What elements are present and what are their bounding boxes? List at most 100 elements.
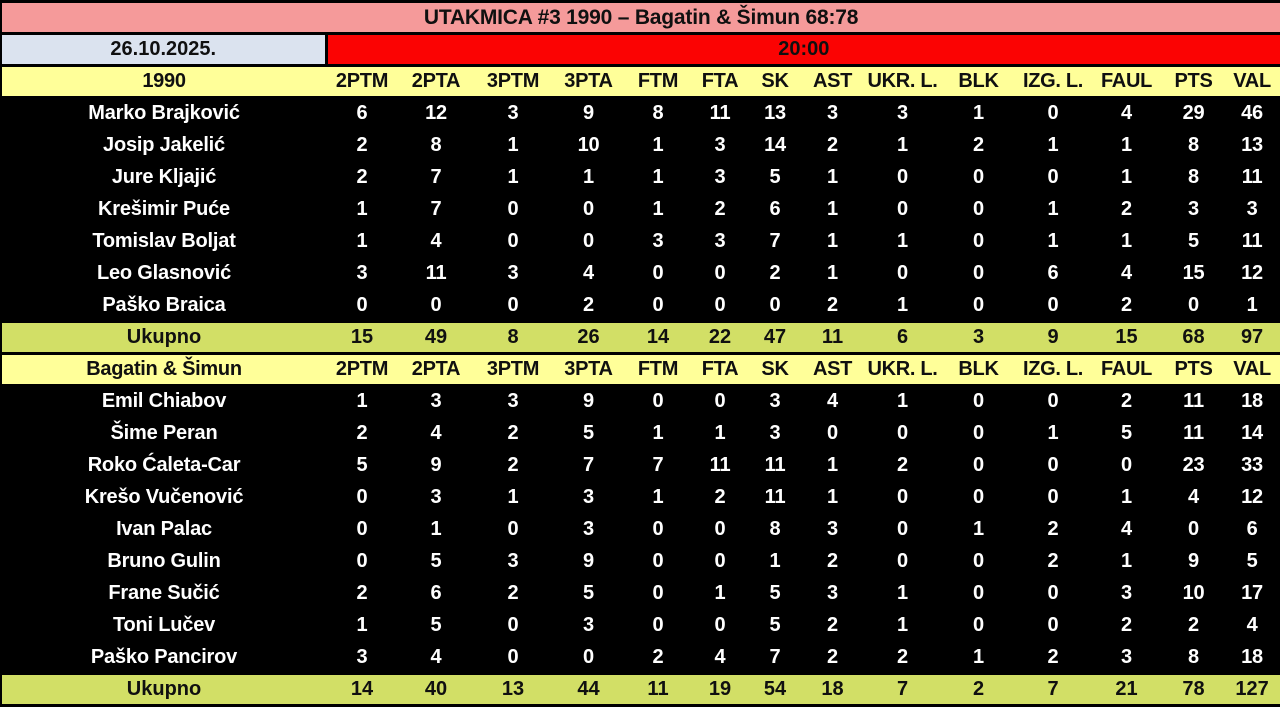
player-name: Krešo Vučenović: [1, 480, 326, 515]
stat-value: 5: [1224, 544, 1280, 579]
player-name: Roko Ćaleta-Car: [1, 448, 326, 483]
player-row: Toni Lučev 1 5 0 3 0 0 5 2 1 0 0 2 2 4: [1, 608, 1280, 643]
stat-value: 0: [625, 288, 691, 323]
stat-value: 0: [864, 256, 941, 291]
stat-value: 2: [474, 576, 552, 611]
stat-value: 11: [691, 448, 749, 483]
player-name: Jure Kljajić: [1, 160, 326, 195]
column-header: 3PTA: [552, 64, 625, 99]
stat-value: 9: [552, 544, 625, 579]
team-name: 1990: [1, 64, 326, 99]
stat-value: 3: [691, 224, 749, 259]
stat-value: 4: [801, 384, 864, 419]
stat-value: 5: [552, 416, 625, 451]
stat-value: 7: [552, 448, 625, 483]
stat-value: 1: [749, 544, 801, 579]
stat-value: 3: [552, 512, 625, 547]
column-header: AST: [801, 352, 864, 387]
team-name: Bagatin & Šimun: [1, 352, 326, 387]
player-name: Ivan Palac: [1, 512, 326, 547]
stat-value: 0: [1016, 160, 1090, 195]
column-header: FTM: [625, 64, 691, 99]
stat-value: 0: [941, 608, 1016, 643]
total-value: 11: [801, 320, 864, 355]
stat-value: 0: [625, 384, 691, 419]
stat-value: 0: [864, 192, 941, 227]
column-header: 2PTM: [326, 352, 398, 387]
stat-value: 0: [552, 640, 625, 675]
total-value: 78: [1163, 672, 1224, 707]
stat-value: 1: [625, 480, 691, 515]
player-name: Bruno Gulin: [1, 544, 326, 579]
stat-value: 8: [1163, 128, 1224, 163]
stat-value: 4: [552, 256, 625, 291]
column-header: IZG. L.: [1016, 352, 1090, 387]
player-name: Krešimir Puće: [1, 192, 326, 227]
total-value: 11: [625, 672, 691, 707]
meta-row: 26.10.2025. 20:00: [1, 32, 1280, 67]
stat-value: 3: [326, 640, 398, 675]
stat-value: 0: [474, 512, 552, 547]
stat-value: 0: [326, 480, 398, 515]
stat-value: 0: [691, 608, 749, 643]
total-value: 14: [625, 320, 691, 355]
total-value: 19: [691, 672, 749, 707]
stat-value: 2: [326, 416, 398, 451]
stat-value: 0: [1016, 608, 1090, 643]
total-value: 7: [1016, 672, 1090, 707]
stat-value: 23: [1163, 448, 1224, 483]
stat-value: 0: [864, 512, 941, 547]
total-value: 15: [326, 320, 398, 355]
match-time: 20:00: [326, 32, 1280, 67]
stat-value: 1: [625, 128, 691, 163]
stat-value: 6: [398, 576, 474, 611]
stat-value: 33: [1224, 448, 1280, 483]
stat-value: 0: [1016, 288, 1090, 323]
stat-value: 0: [941, 224, 1016, 259]
stat-value: 2: [1016, 512, 1090, 547]
stat-value: 0: [1016, 96, 1090, 131]
stat-value: 12: [398, 96, 474, 131]
player-row: Josip Jakelić 2 8 1 10 1 3 14 2 1 2 1 1 8 13: [1, 128, 1280, 163]
stat-value: 0: [1016, 384, 1090, 419]
stat-value: 7: [398, 192, 474, 227]
player-name: Josip Jakelić: [1, 128, 326, 163]
stat-value: 3: [474, 256, 552, 291]
total-value: 47: [749, 320, 801, 355]
column-header: 2PTA: [398, 64, 474, 99]
stat-value: 5: [326, 448, 398, 483]
total-value: 49: [398, 320, 474, 355]
stat-value: 0: [864, 480, 941, 515]
column-header: IZG. L.: [1016, 64, 1090, 99]
stat-value: 2: [801, 640, 864, 675]
stat-value: 11: [1163, 416, 1224, 451]
stat-value: 3: [749, 384, 801, 419]
team-total-row: Ukupno 14 40 13 44 11 19 54 18 7 2 7 21 78 127: [1, 672, 1280, 707]
stat-value: 11: [398, 256, 474, 291]
player-name: Paško Pancirov: [1, 640, 326, 675]
total-value: 8: [474, 320, 552, 355]
stat-value: 0: [552, 224, 625, 259]
stat-value: 13: [1224, 128, 1280, 163]
stat-value: 8: [625, 96, 691, 131]
stat-value: 10: [552, 128, 625, 163]
stat-value: 5: [749, 160, 801, 195]
stat-value: 2: [1016, 640, 1090, 675]
stat-value: 2: [474, 448, 552, 483]
stat-value: 1: [326, 384, 398, 419]
stat-value: 2: [1090, 384, 1163, 419]
stat-value: 1: [474, 160, 552, 195]
column-header: PTS: [1163, 64, 1224, 99]
stat-value: 4: [1090, 96, 1163, 131]
stat-value: 1: [326, 192, 398, 227]
stat-value: 3: [326, 256, 398, 291]
stat-value: 1: [801, 480, 864, 515]
stat-value: 7: [749, 640, 801, 675]
player-row: Paško Pancirov 3 4 0 0 2 4 7 2 2 1 2 3 8 18: [1, 640, 1280, 675]
stat-value: 2: [864, 640, 941, 675]
stat-value: 0: [625, 544, 691, 579]
player-name: Leo Glasnović: [1, 256, 326, 291]
stat-value: 0: [941, 192, 1016, 227]
stat-value: 6: [1016, 256, 1090, 291]
stat-value: 1: [1090, 160, 1163, 195]
